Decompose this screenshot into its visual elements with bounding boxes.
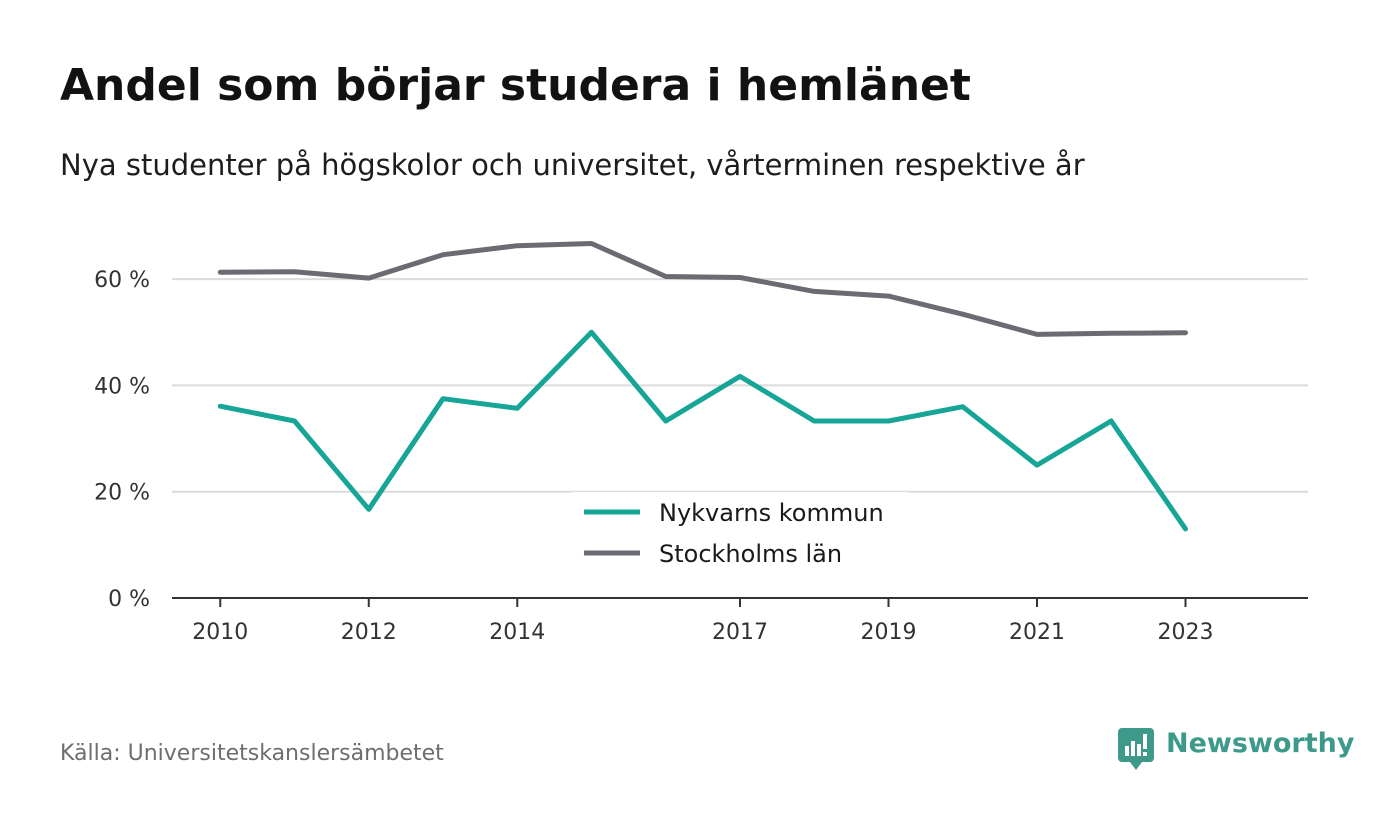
brand-name: Newsworthy: [1166, 728, 1355, 759]
y-tick-label: 60 %: [94, 268, 150, 293]
y-tick-label: 20 %: [94, 481, 150, 506]
series-line-nykvarns-kommun: [217, 329, 1188, 532]
line-chart: 0 % 20 % 40 % 60 % 2010 2012 2014 2017 2019 2021…: [94, 241, 1308, 645]
x-axis-tick-labels: 2010 2012 2014 2017 2019 2021 2023: [192, 620, 1213, 645]
y-tick-label: 0 %: [108, 587, 150, 612]
y-axis-tick-labels: 0 % 20 % 40 % 60 %: [94, 268, 150, 612]
series-line-stockholms-län: [217, 241, 1188, 337]
x-tick-label: 2019: [860, 620, 916, 645]
x-tick-label: 2014: [489, 620, 545, 645]
x-tick-label: 2017: [712, 620, 768, 645]
y-tick-label: 40 %: [94, 374, 150, 399]
x-axis: [172, 597, 1308, 607]
source-note: Källa: Universitetskanslersämbetet: [60, 741, 444, 766]
legend-label: Nykvarns kommun: [659, 499, 884, 527]
x-tick-label: 2010: [192, 620, 248, 645]
legend: Nykvarns kommun Stockholms län: [572, 492, 908, 576]
legend-background: [572, 492, 908, 576]
newsworthy-chart-bubble-icon: [1118, 728, 1154, 770]
chart-subtitle: Nya studenter på högskolor och universit…: [60, 148, 1085, 182]
x-tick-label: 2023: [1157, 620, 1213, 645]
x-tick-label: 2021: [1009, 620, 1065, 645]
brand-logo: Newsworthy: [1118, 728, 1354, 772]
chart-title: Andel som börjar studera i hemlänet: [60, 60, 971, 111]
legend-label: Stockholms län: [659, 540, 842, 568]
series-lines: [217, 241, 1188, 532]
x-tick-label: 2012: [341, 620, 397, 645]
